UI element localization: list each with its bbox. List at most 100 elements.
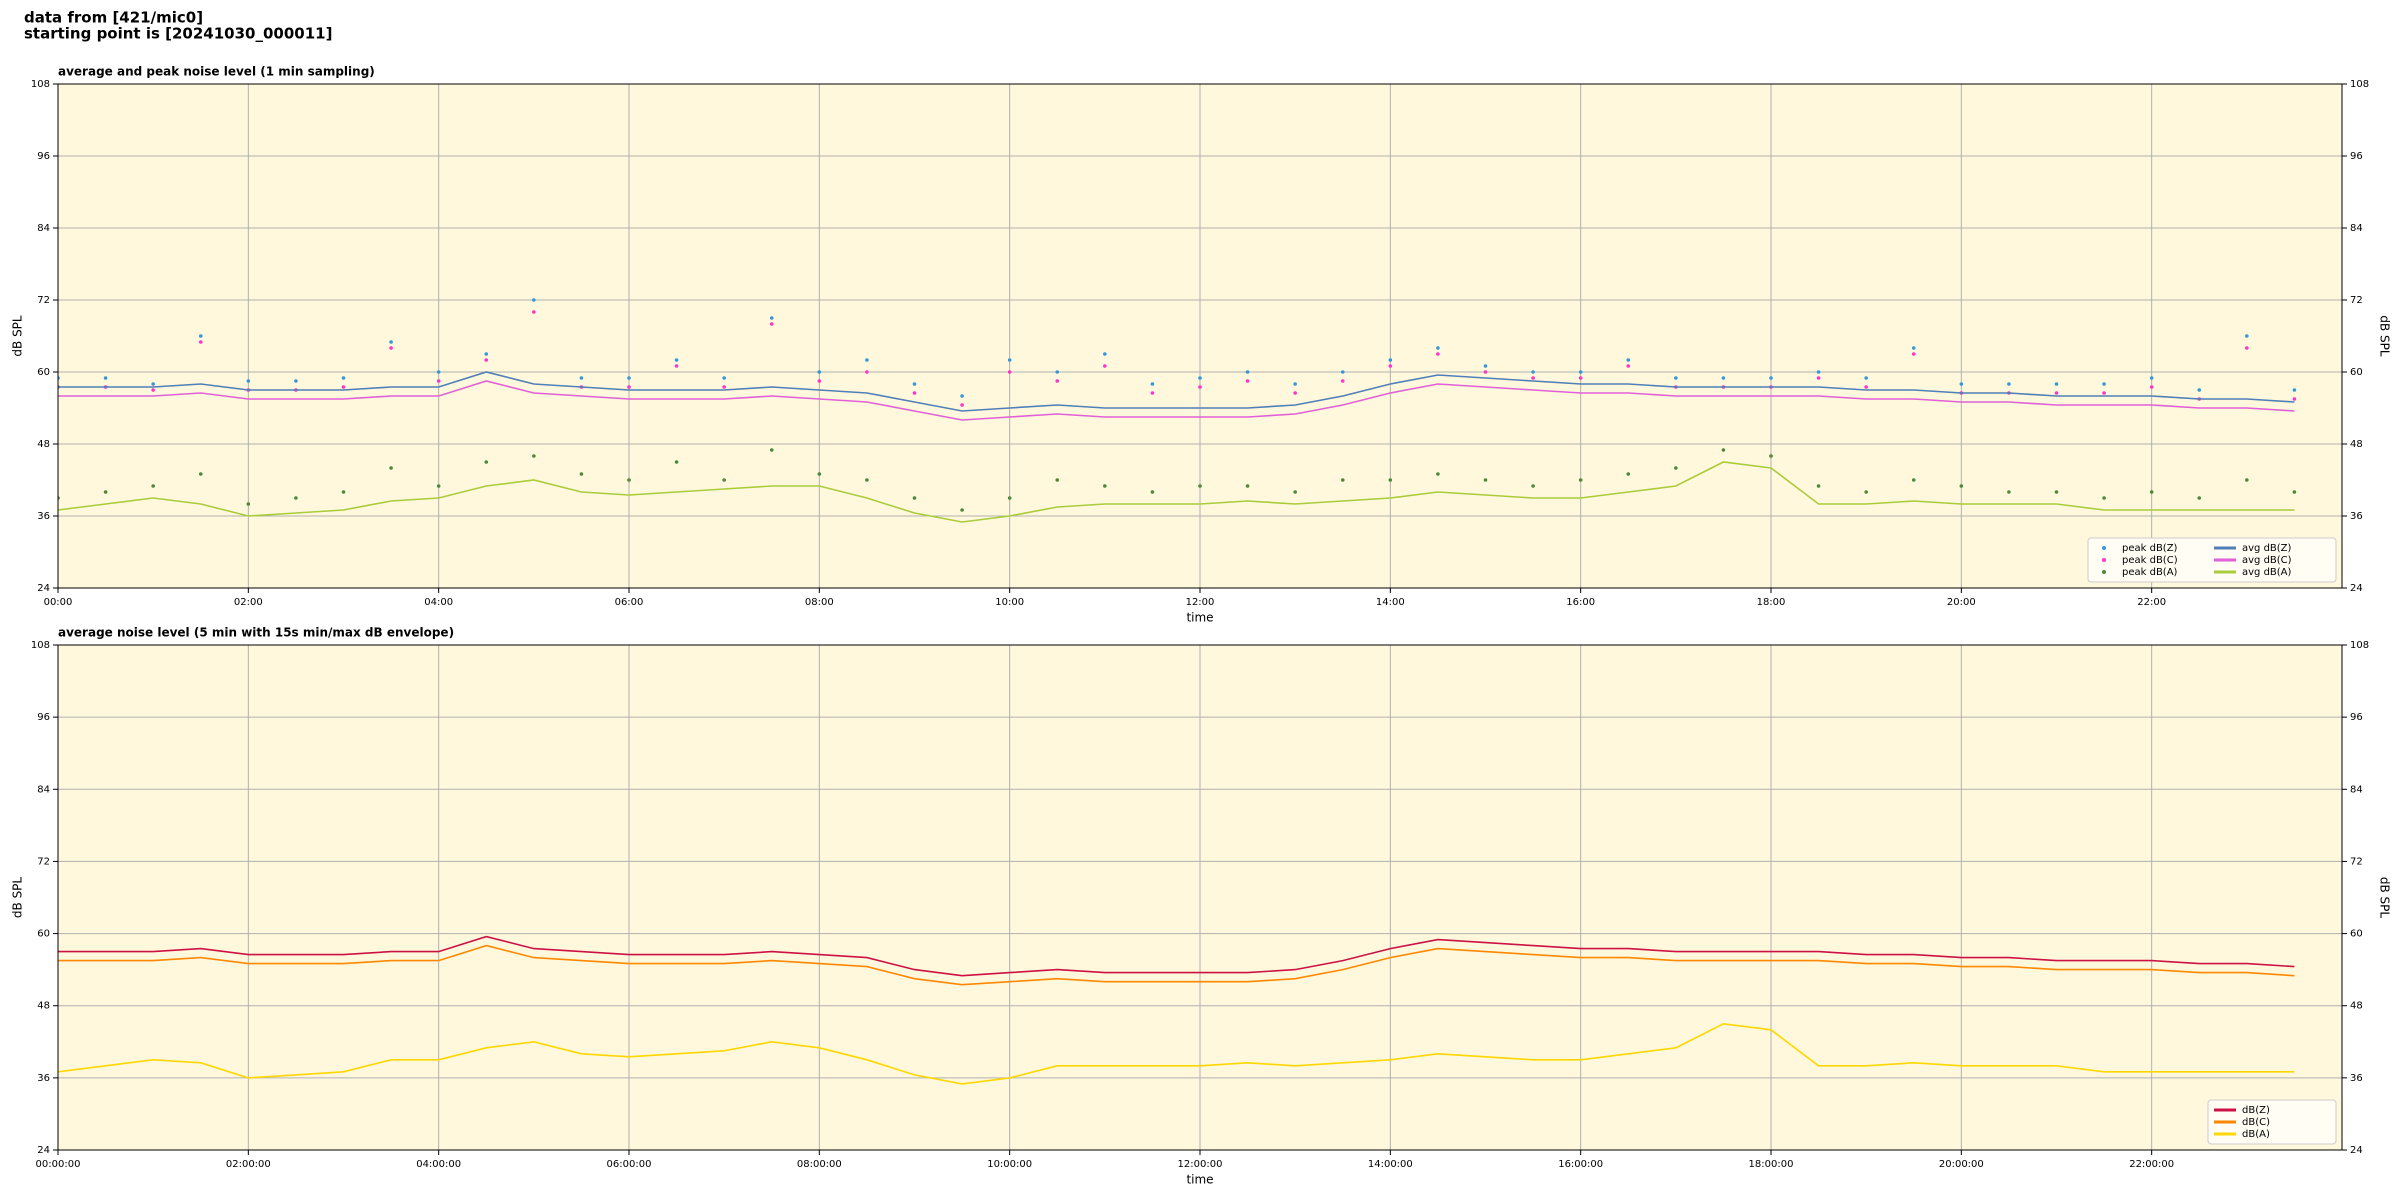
peak-point	[579, 376, 584, 380]
peak-point	[198, 472, 203, 476]
peak-point	[1436, 472, 1440, 476]
series-line	[58, 371, 2295, 412]
y-tick-label: 36	[37, 1073, 50, 1084]
peak-point	[103, 376, 108, 380]
peak-point	[341, 376, 346, 380]
peak-point	[1483, 370, 1488, 374]
peak-point	[341, 490, 346, 494]
x-tick-label: 08:00	[805, 597, 834, 608]
peak-point	[2197, 388, 2202, 392]
peak-point	[1388, 478, 1393, 482]
peak-point	[579, 472, 584, 476]
peak-point	[532, 310, 536, 314]
x-tick-label: 20:00	[1947, 597, 1976, 608]
y-tick-label-right: 24	[2350, 583, 2363, 594]
peak-point	[532, 298, 536, 302]
peak-point	[1864, 385, 1868, 389]
y-tick-label: 84	[37, 223, 50, 234]
peak-point	[1340, 478, 1345, 482]
peak-point	[674, 460, 679, 464]
peak-point	[1007, 496, 1012, 500]
peak-point	[912, 382, 917, 386]
peak-point	[960, 394, 964, 398]
header-line: starting point is [20241030_000011]	[24, 25, 332, 43]
header-line: data from [421/mic0]	[24, 9, 203, 27]
y-tick-label-right: 108	[2350, 640, 2369, 651]
x-tick-label: 00:00:00	[36, 1159, 81, 1170]
x-tick-label: 06:00:00	[607, 1159, 652, 1170]
x-tick-label: 02:00:00	[226, 1159, 271, 1170]
peak-point	[151, 484, 155, 488]
y-tick-label-right: 108	[2350, 79, 2369, 90]
y-tick-label-right: 96	[2350, 151, 2363, 162]
peak-point	[1055, 478, 1060, 482]
peak-point	[1055, 379, 1060, 383]
peak-point	[246, 502, 251, 506]
peak-point	[1340, 370, 1345, 374]
peak-point	[1293, 490, 1297, 494]
peak-point	[1198, 484, 1202, 488]
peak-point	[198, 340, 203, 344]
peak-point	[1531, 484, 1535, 488]
peak-point	[912, 496, 917, 500]
y-axis-label-right: dB SPL	[2378, 315, 2392, 357]
peak-point	[1959, 382, 1964, 386]
peak-point	[294, 496, 298, 500]
peak-point	[436, 370, 441, 374]
peak-point	[817, 370, 822, 374]
peak-point	[1816, 376, 1821, 380]
peak-point	[1436, 346, 1440, 350]
peak-point	[1007, 358, 1012, 362]
legend-box	[2087, 537, 2337, 583]
y-axis-label: dB SPL	[11, 315, 25, 357]
peak-point	[294, 379, 298, 383]
peak-point	[1150, 391, 1155, 395]
y-tick-label-right: 72	[2350, 295, 2363, 306]
peak-point	[1198, 376, 1202, 380]
x-tick-label: 04:00	[424, 597, 453, 608]
peak-point	[1388, 364, 1393, 368]
series-line	[58, 380, 2295, 421]
peak-point	[1055, 370, 1060, 374]
peak-point	[1674, 466, 1678, 470]
peak-point	[722, 478, 726, 482]
peak-point	[1721, 448, 1726, 452]
y-tick-label: 24	[37, 583, 50, 594]
peak-point	[722, 385, 726, 389]
peak-point	[865, 370, 869, 374]
legend-label: peak dB(A)	[2122, 567, 2178, 578]
peak-point	[817, 379, 822, 383]
y-tick-label-right: 36	[2350, 511, 2363, 522]
peak-point	[2245, 346, 2249, 350]
peak-point	[1531, 376, 1535, 380]
peak-point	[627, 376, 631, 380]
x-tick-label: 18:00	[1757, 597, 1786, 608]
peak-point	[1483, 364, 1488, 368]
peak-point	[198, 334, 203, 338]
y-tick-label: 108	[31, 640, 50, 651]
peak-point	[1388, 358, 1393, 362]
peak-point	[1816, 370, 1821, 374]
peak-point	[1245, 370, 1250, 374]
peak-point	[246, 379, 251, 383]
peak-point	[2149, 490, 2154, 494]
peak-point	[1531, 370, 1535, 374]
peak-point	[865, 478, 869, 482]
x-axis-label: time	[1186, 611, 1213, 625]
y-tick-label-right: 96	[2350, 712, 2363, 723]
peak-point	[1674, 376, 1678, 380]
y-tick-label: 96	[37, 151, 50, 162]
peak-point	[436, 484, 441, 488]
legend-label: peak dB(C)	[2122, 555, 2178, 566]
peak-point	[1816, 484, 1821, 488]
peak-point	[1578, 376, 1583, 380]
chart-title: average and peak noise level (1 min samp…	[58, 65, 375, 79]
peak-point	[1959, 484, 1964, 488]
x-tick-label: 12:00:00	[1178, 1159, 1223, 1170]
peak-point	[865, 358, 869, 362]
peak-point	[912, 391, 917, 395]
peak-point	[627, 385, 631, 389]
peak-point	[1911, 352, 1916, 356]
x-tick-label: 20:00:00	[1939, 1159, 1984, 1170]
